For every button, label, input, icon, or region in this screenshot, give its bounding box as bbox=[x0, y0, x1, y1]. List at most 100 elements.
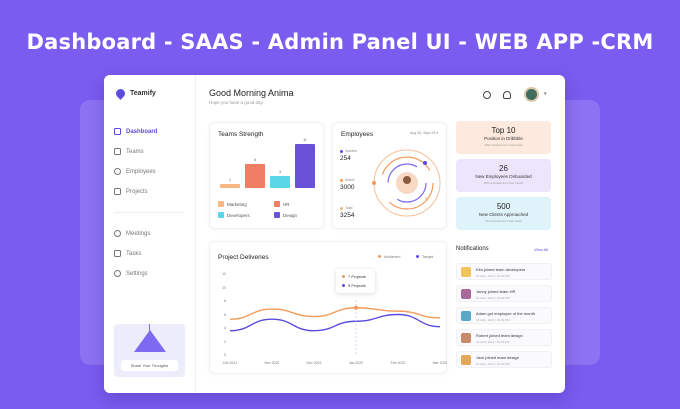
stat-card-sub: 5% increase from last week bbox=[485, 219, 522, 223]
page-headline: Dashboard - SAAS - Admin Panel UI - WEB … bbox=[26, 30, 654, 54]
card-title: Project Deliveries bbox=[218, 254, 269, 261]
teams-strength-card: Teams Strength 1 6 3 11 Marketing HR Develo… bbox=[209, 122, 324, 229]
hover-point[interactable] bbox=[354, 305, 358, 310]
legend-swatch bbox=[218, 201, 224, 207]
chevron-down-icon[interactable]: ▾ bbox=[544, 91, 547, 97]
legend-label: HR bbox=[283, 201, 290, 207]
legend-target: Target bbox=[416, 254, 433, 259]
notification-item[interactable]: Elia joined team developers 04 April, 20… bbox=[456, 263, 552, 280]
employee-orbit-chart bbox=[372, 149, 441, 217]
avatar-head bbox=[403, 176, 411, 184]
bar-hr[interactable] bbox=[245, 164, 265, 188]
notification-text: Jenny joined team HR bbox=[476, 289, 516, 294]
bar-marketing[interactable] bbox=[220, 184, 240, 188]
phone-icon bbox=[114, 230, 121, 237]
status-dot bbox=[340, 149, 343, 153]
search-icon[interactable] bbox=[483, 91, 491, 99]
avatar bbox=[461, 267, 471, 277]
sidebar-item-label: Teams bbox=[126, 148, 144, 155]
bar-value-label: 11 bbox=[303, 138, 307, 142]
dashboard-window: Teamify Dashboard Teams Employees Projec… bbox=[104, 75, 565, 393]
orbit-inner bbox=[387, 163, 427, 203]
sidebar-item-meetings[interactable]: Meetings bbox=[114, 230, 150, 237]
sidebar-item-tasks[interactable]: Tasks bbox=[114, 250, 141, 257]
avatar bbox=[461, 333, 471, 343]
notification-time: 04 April, 2021 | 04:00 PM bbox=[476, 274, 510, 278]
avatar[interactable] bbox=[524, 87, 539, 102]
notification-item[interactable]: Jenny joined team HR 04 April, 2021 | 04… bbox=[456, 285, 552, 302]
stat-inactive: Inactive 254 bbox=[340, 149, 357, 162]
stat-card-sub: 15% increase from last month bbox=[483, 181, 524, 185]
logo-icon bbox=[114, 87, 127, 100]
date-range-select[interactable]: Aug 26- Sept 25 ▾ bbox=[409, 131, 438, 135]
sidebar-item-label: Meetings bbox=[126, 230, 151, 237]
x-tick-label: Jan 2022 bbox=[348, 361, 364, 365]
stat-card-value: Top 10 bbox=[491, 126, 516, 135]
notification-time: 02 April, 2021 | 02:00 PM bbox=[476, 340, 510, 344]
x-tick-label: Dec 2021 bbox=[306, 361, 322, 365]
avatar bbox=[461, 355, 471, 365]
stat-value: 3000 bbox=[340, 184, 355, 191]
status-dot bbox=[340, 206, 343, 210]
notifications-title: Notifications bbox=[456, 246, 489, 252]
legend-label: Target bbox=[422, 254, 434, 259]
bar-design[interactable] bbox=[295, 144, 315, 188]
app-logo[interactable]: Teamify bbox=[114, 87, 156, 100]
notification-time: 04 April, 2021 | 04:00 PM bbox=[476, 296, 510, 300]
grid-icon bbox=[114, 128, 121, 135]
legend-design: Design bbox=[274, 212, 297, 218]
gear-icon bbox=[114, 270, 121, 277]
clipboard-icon bbox=[114, 250, 121, 257]
project-deliveries-card: Project Deliveries Achieved Target 0 2 4 6 8… bbox=[209, 241, 447, 374]
tooltip-dot bbox=[342, 275, 345, 278]
sidebar-item-employees[interactable]: Employees bbox=[114, 168, 156, 175]
legend-hr: HR bbox=[274, 201, 290, 207]
stat-card-dribbble: Top 10 Position in Dribbble 20% increase… bbox=[456, 121, 551, 154]
stat-card-sub: 20% increase from last week bbox=[484, 143, 523, 147]
y-tick-label: 0 bbox=[224, 353, 226, 357]
notification-text: Adam got employee of the month bbox=[476, 311, 535, 316]
sidebar-item-label: Tasks bbox=[126, 250, 142, 257]
stat-card-clients: 500 New Clients Approached 5% increase f… bbox=[456, 197, 551, 230]
lamp-icon bbox=[134, 330, 166, 352]
app-name: Teamify bbox=[130, 90, 156, 97]
bar-developers[interactable] bbox=[270, 176, 290, 188]
share-thoughts-button[interactable]: Share Your Thoughts bbox=[121, 360, 178, 371]
y-tick-label: 4 bbox=[224, 326, 226, 330]
sidebar-item-label: Settings bbox=[126, 270, 148, 277]
status-dot bbox=[340, 178, 343, 182]
notification-item[interactable]: Robert joined team design 02 April, 2021… bbox=[456, 329, 552, 346]
legend-label: Design bbox=[283, 212, 298, 218]
orbit-dot bbox=[372, 181, 376, 185]
orbit-dot bbox=[423, 161, 427, 165]
x-tick-label: Feb 2022 bbox=[390, 361, 406, 365]
stat-card-label: New Clients Approached bbox=[478, 212, 529, 217]
view-all-link[interactable]: View All bbox=[534, 247, 548, 252]
sidebar: Teamify Dashboard Teams Employees Projec… bbox=[104, 75, 196, 393]
sidebar-item-label: Employees bbox=[126, 168, 156, 175]
y-tick-label: 12 bbox=[222, 272, 226, 276]
briefcase-icon bbox=[114, 188, 121, 195]
chart-tooltip: 7 Projects 5 Projects bbox=[336, 269, 375, 293]
lamp-cord bbox=[149, 324, 150, 332]
notification-item[interactable]: Adam got employee of the month 03 April,… bbox=[456, 307, 552, 324]
stat-card-value: 26 bbox=[499, 164, 508, 173]
sidebar-item-projects[interactable]: Projects bbox=[114, 188, 148, 195]
notification-item[interactable]: Jack joined team design 02 April, 2021 |… bbox=[456, 351, 552, 368]
legend-label: Achieved bbox=[384, 254, 401, 259]
tooltip-text: 5 Projects bbox=[348, 283, 366, 288]
stat-card-label: Position in Dribbble bbox=[484, 136, 523, 141]
legend-dot bbox=[378, 255, 381, 258]
sidebar-item-dashboard[interactable]: Dashboard bbox=[114, 128, 157, 135]
employees-card: Employees Aug 26- Sept 25 ▾ Inactive 254… bbox=[332, 122, 447, 229]
sidebar-item-label: Dashboard bbox=[126, 128, 158, 135]
orbit-dot bbox=[425, 197, 429, 201]
avatar bbox=[461, 289, 471, 299]
stat-label: Active bbox=[345, 178, 355, 182]
legend-achieved: Achieved bbox=[378, 254, 400, 259]
sidebar-item-settings[interactable]: Settings bbox=[114, 270, 148, 277]
feedback-promo: Share Your Thoughts bbox=[114, 324, 185, 377]
sidebar-item-teams[interactable]: Teams bbox=[114, 148, 144, 155]
bell-icon[interactable] bbox=[503, 91, 511, 99]
notification-text: Jack joined team design bbox=[476, 355, 519, 360]
